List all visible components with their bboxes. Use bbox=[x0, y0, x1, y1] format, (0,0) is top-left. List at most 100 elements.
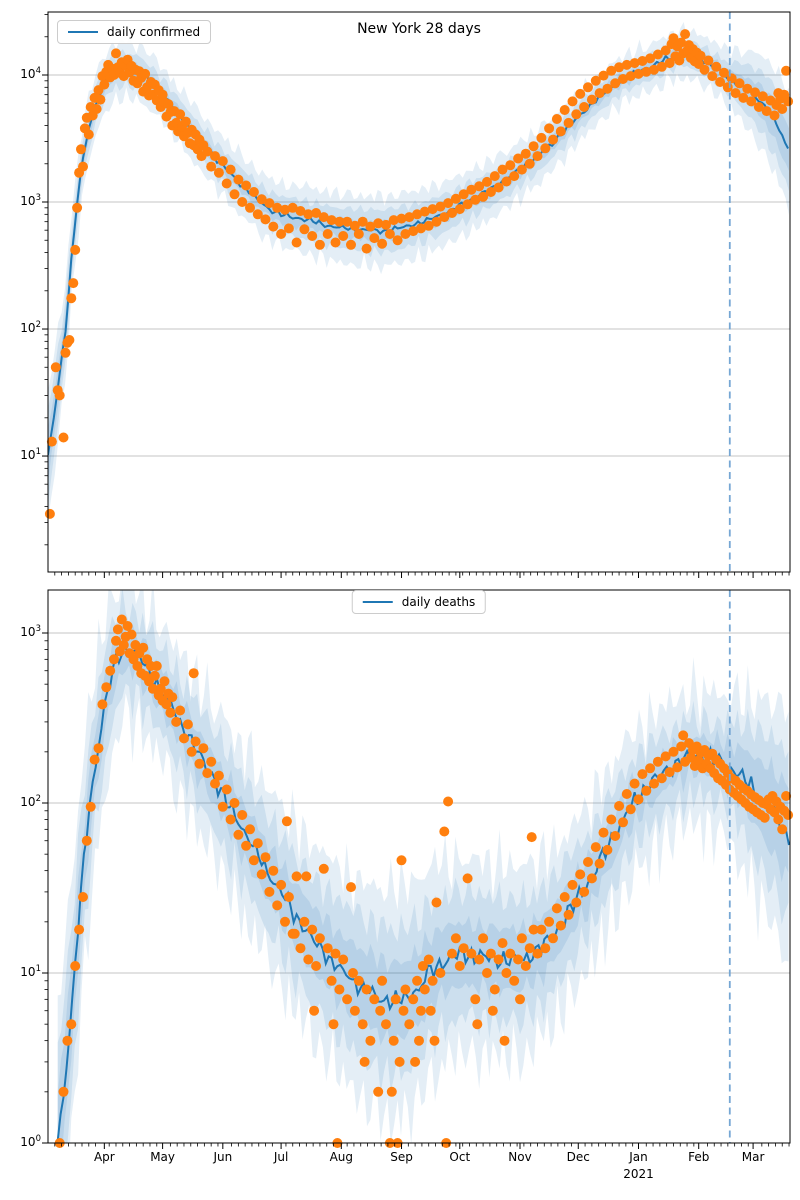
scatter-point bbox=[676, 741, 687, 752]
scatter-point bbox=[419, 206, 430, 217]
scatter-point bbox=[147, 683, 158, 694]
scatter-point bbox=[678, 730, 689, 741]
legend-confirmed-label: daily confirmed bbox=[107, 25, 201, 39]
scatter-point bbox=[423, 220, 434, 231]
scatter-point bbox=[400, 984, 411, 995]
scatter-point bbox=[412, 975, 423, 986]
scatter-point bbox=[225, 814, 236, 825]
x-tick-label: Nov bbox=[508, 1150, 532, 1164]
axes-spines bbox=[47, 11, 791, 573]
scatter-point bbox=[369, 994, 380, 1005]
y-tick-label: 101 bbox=[20, 447, 41, 463]
scatter-point bbox=[618, 74, 628, 84]
scatter-point bbox=[415, 1005, 426, 1016]
scatter-point bbox=[567, 96, 578, 107]
scatter-point bbox=[206, 161, 217, 172]
scatter-point bbox=[155, 683, 166, 694]
scatter-point bbox=[493, 182, 504, 193]
scatter-point bbox=[454, 204, 465, 215]
scatter-point bbox=[233, 829, 244, 840]
scatter-point bbox=[583, 857, 593, 867]
scatter-point bbox=[505, 160, 516, 171]
scatter-point bbox=[524, 158, 535, 169]
scatter-point bbox=[606, 814, 617, 825]
scatter-point bbox=[614, 62, 625, 73]
scatter-point bbox=[111, 48, 121, 59]
scatter-point bbox=[435, 201, 446, 212]
scatter-point bbox=[633, 794, 644, 805]
confidence-band-1 bbox=[57, 620, 789, 1143]
scatter-point bbox=[781, 791, 792, 801]
scatter-point bbox=[579, 102, 590, 112]
scatter-point bbox=[652, 49, 663, 60]
scatter-point bbox=[349, 220, 360, 231]
scatter-point bbox=[334, 216, 345, 227]
scatter-point bbox=[95, 94, 106, 105]
scatter-point bbox=[112, 624, 123, 635]
scatter-point bbox=[489, 171, 500, 182]
scatter-point bbox=[783, 96, 794, 107]
scatter-point bbox=[450, 933, 461, 944]
daily-confirmed-panel bbox=[42, 11, 794, 578]
scatter-point bbox=[85, 801, 96, 812]
scatter-point bbox=[357, 1019, 368, 1030]
scatter-point bbox=[777, 824, 788, 835]
scatter-point bbox=[746, 96, 757, 107]
scatter-point bbox=[245, 824, 255, 835]
scatter-point bbox=[509, 975, 520, 986]
scatter-point bbox=[419, 984, 430, 995]
scatter-point bbox=[130, 640, 141, 650]
scatter-point bbox=[289, 928, 300, 939]
scatter-point bbox=[70, 961, 81, 971]
scatter-point bbox=[93, 743, 104, 754]
scatter-point bbox=[198, 743, 209, 754]
scatter-point bbox=[256, 869, 267, 880]
scatter-point bbox=[429, 1035, 440, 1046]
scatter-point bbox=[458, 189, 469, 200]
scatter-point bbox=[447, 208, 457, 218]
scatter-point bbox=[621, 59, 632, 70]
scatter-point bbox=[180, 116, 191, 127]
scatter-point bbox=[408, 994, 419, 1005]
scatter-point bbox=[575, 88, 586, 99]
scatter-point bbox=[72, 202, 83, 213]
scatter-point bbox=[583, 82, 593, 93]
scatter-point bbox=[388, 1035, 399, 1046]
scatter-point bbox=[637, 56, 648, 66]
scatter-point bbox=[54, 390, 65, 401]
x-tick-label: Mar bbox=[741, 1150, 765, 1164]
scatter-point bbox=[594, 858, 605, 869]
scatter-point bbox=[563, 909, 574, 920]
scatter-point bbox=[151, 661, 162, 671]
scatter-point bbox=[163, 99, 174, 110]
scatter-point bbox=[431, 216, 442, 227]
scatter-point bbox=[408, 226, 419, 237]
scatter-point bbox=[299, 916, 310, 927]
scatter-point bbox=[598, 70, 609, 81]
scatter-point bbox=[501, 176, 512, 187]
scatter-point bbox=[307, 924, 318, 935]
scatter-point bbox=[346, 239, 356, 250]
scatter-point bbox=[703, 55, 714, 66]
legend-deaths: daily deaths bbox=[351, 590, 487, 614]
scatter-point bbox=[753, 102, 764, 112]
scatter-point bbox=[190, 736, 201, 747]
scatter-point bbox=[272, 900, 283, 911]
scatter-point bbox=[470, 994, 481, 1005]
scatter-point bbox=[396, 213, 407, 224]
scatter-point bbox=[221, 178, 232, 189]
scatter-point bbox=[404, 1019, 415, 1030]
scatter-point bbox=[482, 968, 492, 978]
scatter-point bbox=[338, 231, 349, 241]
scatter-point bbox=[645, 53, 656, 64]
scatter-point bbox=[377, 975, 388, 986]
scatter-point bbox=[532, 948, 543, 959]
scatter-point bbox=[291, 237, 302, 248]
y-tick-label: 103 bbox=[20, 193, 41, 208]
scatter-point bbox=[412, 209, 423, 220]
scatter-point bbox=[217, 801, 228, 812]
scatter-point bbox=[656, 61, 667, 72]
scatter-point bbox=[544, 123, 555, 134]
scatter-point bbox=[342, 994, 353, 1005]
scatter-point bbox=[213, 770, 224, 781]
